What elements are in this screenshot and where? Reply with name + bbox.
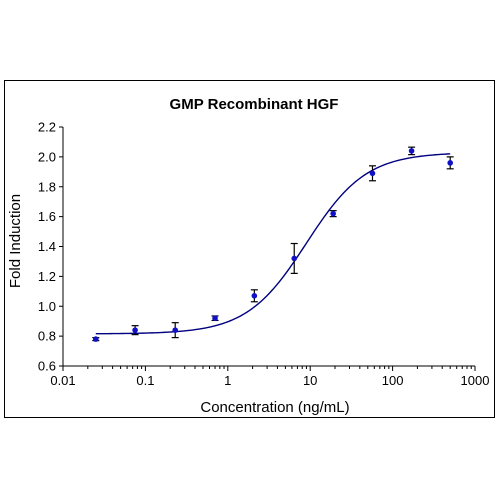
data-point: [330, 210, 336, 217]
y-tick-label: 1.8: [38, 179, 56, 194]
data-point: [408, 148, 415, 154]
data-point: [447, 160, 453, 166]
data-points-group: [92, 148, 453, 342]
x-tick-label: 1: [224, 373, 231, 388]
x-tick-label: 1000: [461, 373, 490, 388]
y-tick-label: 1.4: [38, 239, 56, 254]
x-tick-label: 100: [382, 373, 404, 388]
fit-curve-group: [95, 153, 451, 335]
chart-frame: GMP Recombinant HGF 0.6 0.8 1.0 1.2 1.4 1.6 1.…: [4, 80, 495, 418]
y-tick-label: 2.2: [38, 120, 56, 135]
y-tick-label: 1.0: [38, 299, 56, 314]
y-tick-label: 1.2: [38, 269, 56, 284]
x-tick-label: 0.01: [50, 373, 75, 388]
data-point: [291, 255, 298, 262]
chart-title: GMP Recombinant HGF: [170, 96, 339, 113]
x-tick-label: 10: [303, 373, 317, 388]
error-bars-group: [92, 146, 454, 342]
x-tick-label: 0.1: [136, 373, 154, 388]
y-tick-label: 0.8: [38, 329, 56, 344]
axes: 0.6 0.8 1.0 1.2 1.4 1.6 1.8 2.0 2.2 0.01 0.1 1 10 100…: [38, 120, 490, 389]
data-point: [172, 327, 179, 333]
chart: GMP Recombinant HGF 0.6 0.8 1.0 1.2 1.4 1.6 1.…: [7, 96, 490, 416]
x-axis-title: Concentration (ng/mL): [200, 399, 349, 416]
y-tick-label: 1.6: [38, 209, 56, 224]
data-point: [132, 327, 138, 333]
data-point: [369, 170, 376, 177]
data-point: [212, 315, 218, 321]
data-point: [92, 336, 99, 342]
data-point: [251, 292, 258, 299]
y-tick-label: 2.0: [38, 149, 56, 164]
y-axis-title: Fold Induction: [7, 194, 24, 288]
fit-curve: [95, 153, 451, 335]
y-tick-label: 0.6: [38, 359, 56, 374]
